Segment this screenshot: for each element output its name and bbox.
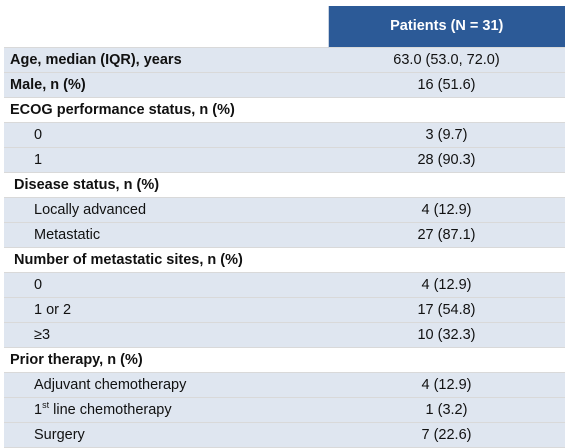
row-value: 1 (3.2): [328, 397, 565, 423]
row-label: Disease status, n (%): [4, 172, 328, 198]
row-value: 7 (22.6): [328, 422, 565, 448]
row-label: Prior therapy, n (%): [4, 347, 328, 373]
table-row: Surgery 7 (22.6): [4, 422, 565, 448]
row-value: [328, 97, 565, 123]
table-row: Prior therapy, n (%): [4, 347, 565, 373]
row-label: Number of metastatic sites, n (%): [4, 247, 328, 273]
row-label: Surgery: [4, 422, 328, 448]
row-value: 4 (12.9): [328, 197, 565, 223]
table-row: ECOG performance status, n (%): [4, 97, 565, 123]
row-value: 27 (87.1): [328, 222, 565, 248]
row-value: 63.0 (53.0, 72.0): [328, 47, 565, 73]
table-row: 1 or 2 17 (54.8): [4, 297, 565, 323]
row-value: 16 (51.6): [328, 72, 565, 98]
row-label-rest: line chemotherapy: [49, 402, 172, 418]
column-header-patients: Patients (N = 31): [327, 6, 565, 48]
row-label-superscript: st: [42, 400, 50, 411]
row-label: 0: [4, 272, 328, 298]
row-value: [328, 172, 565, 198]
table-row: ≥3 10 (32.3): [4, 322, 565, 348]
row-label: Metastatic: [4, 222, 328, 248]
row-label: ECOG performance status, n (%): [4, 97, 328, 123]
table-row: 0 4 (12.9): [4, 272, 565, 298]
row-label: 1 or 2: [4, 297, 328, 323]
table-row: Locally advanced 4 (12.9): [4, 197, 565, 223]
baseline-characteristics-table: Patients (N = 31) Age, median (IQR), yea…: [4, 6, 565, 448]
row-label: Adjuvant chemotherapy: [4, 372, 328, 398]
row-label: Age, median (IQR), years: [4, 47, 328, 73]
table-row: 1 28 (90.3): [4, 147, 565, 173]
table-row: Disease status, n (%): [4, 172, 565, 198]
table-row: Number of metastatic sites, n (%): [4, 247, 565, 273]
row-label: 0: [4, 122, 328, 148]
row-value: 3 (9.7): [328, 122, 565, 148]
row-label-number: 1: [34, 402, 43, 418]
row-label: Male, n (%): [4, 72, 328, 98]
table-row: Male, n (%) 16 (51.6): [4, 72, 565, 98]
row-value: 4 (12.9): [328, 272, 565, 298]
table-row: Metastatic 27 (87.1): [4, 222, 565, 248]
header-blank-cell: [4, 6, 329, 48]
row-label: 1: [4, 147, 328, 173]
row-label: 1st line chemotherapy: [4, 397, 328, 423]
page: Patients (N = 31) Age, median (IQR), yea…: [4, 6, 565, 448]
row-value: 10 (32.3): [328, 322, 565, 348]
table-row: 1st line chemotherapy 1 (3.2): [4, 397, 565, 423]
table-header-row: Patients (N = 31): [4, 6, 565, 48]
row-label: ≥3: [4, 322, 328, 348]
row-value: [328, 247, 565, 273]
row-value: 4 (12.9): [328, 372, 565, 398]
table-row: 0 3 (9.7): [4, 122, 565, 148]
row-label: Locally advanced: [4, 197, 328, 223]
row-value: [328, 347, 565, 373]
table-row: Adjuvant chemotherapy 4 (12.9): [4, 372, 565, 398]
row-value: 28 (90.3): [328, 147, 565, 173]
table-row: Age, median (IQR), years 63.0 (53.0, 72.…: [4, 47, 565, 73]
row-value: 17 (54.8): [328, 297, 565, 323]
